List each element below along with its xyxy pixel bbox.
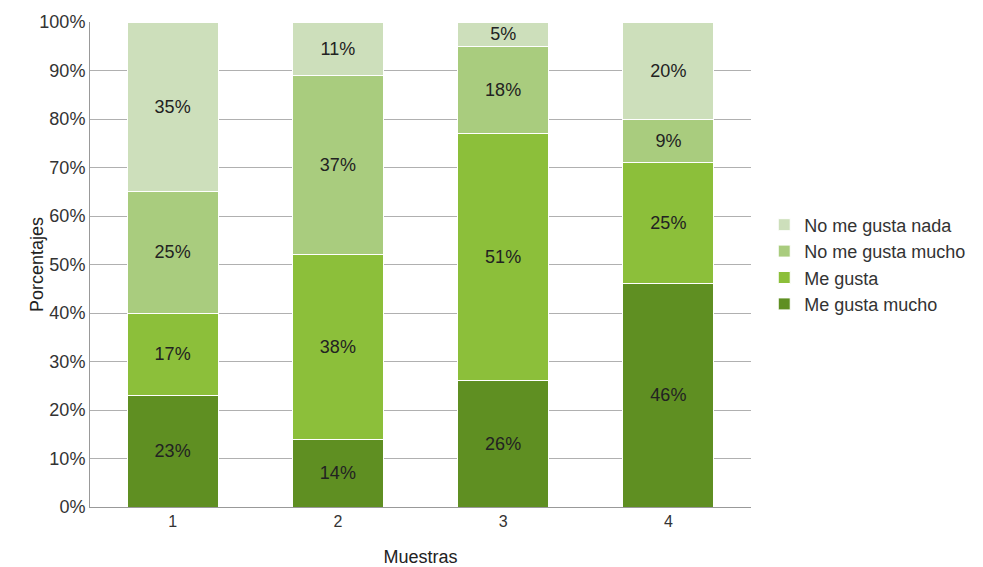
svg-text:25%: 25% (650, 213, 686, 233)
svg-text:46%: 46% (650, 385, 686, 405)
svg-text:Me gusta mucho: Me gusta mucho (804, 295, 937, 315)
svg-text:5%: 5% (490, 24, 516, 44)
svg-text:Me gusta: Me gusta (804, 269, 879, 289)
svg-text:20%: 20% (49, 400, 85, 420)
svg-text:Porcentajes: Porcentajes (27, 217, 47, 312)
svg-text:50%: 50% (49, 255, 85, 275)
svg-text:Muestras: Muestras (383, 547, 457, 567)
svg-text:40%: 40% (49, 303, 85, 323)
svg-text:80%: 80% (49, 109, 85, 129)
svg-text:2: 2 (333, 513, 342, 530)
svg-text:26%: 26% (485, 434, 521, 454)
svg-text:90%: 90% (49, 61, 85, 81)
svg-text:18%: 18% (485, 80, 521, 100)
svg-text:4: 4 (664, 513, 673, 530)
svg-text:35%: 35% (155, 97, 191, 117)
svg-text:38%: 38% (320, 337, 356, 357)
svg-text:9%: 9% (655, 131, 681, 151)
svg-text:No me gusta mucho: No me gusta mucho (804, 242, 965, 262)
svg-text:51%: 51% (485, 247, 521, 267)
svg-text:25%: 25% (155, 242, 191, 262)
svg-text:17%: 17% (155, 344, 191, 364)
svg-text:11%: 11% (321, 39, 356, 59)
svg-text:14%: 14% (320, 463, 356, 483)
svg-text:1: 1 (168, 513, 177, 530)
svg-text:3: 3 (499, 513, 508, 530)
svg-text:30%: 30% (49, 352, 85, 372)
svg-text:10%: 10% (49, 449, 85, 469)
svg-text:No me gusta nada: No me gusta nada (804, 216, 952, 236)
svg-text:20%: 20% (650, 61, 686, 81)
svg-text:23%: 23% (155, 441, 191, 461)
svg-text:100%: 100% (39, 12, 85, 32)
svg-text:0%: 0% (59, 497, 85, 517)
svg-text:37%: 37% (320, 155, 356, 175)
svg-text:60%: 60% (49, 206, 85, 226)
svg-text:70%: 70% (49, 158, 85, 178)
